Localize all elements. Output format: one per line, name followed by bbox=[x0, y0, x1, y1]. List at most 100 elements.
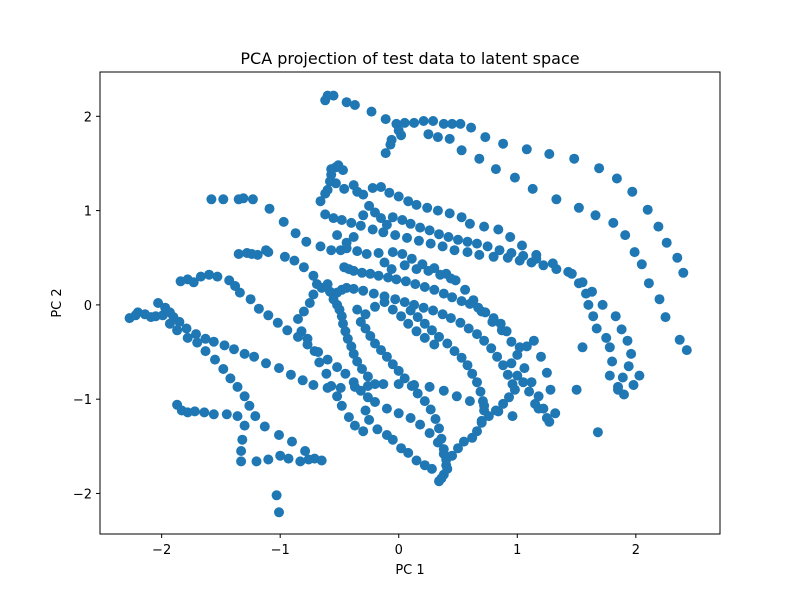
data-point bbox=[399, 260, 410, 271]
data-point bbox=[349, 420, 360, 431]
data-point bbox=[538, 260, 549, 271]
data-point bbox=[263, 310, 274, 321]
data-point bbox=[403, 318, 414, 329]
data-point bbox=[617, 372, 628, 383]
data-point bbox=[328, 213, 339, 224]
data-point bbox=[681, 345, 692, 356]
data-point bbox=[397, 215, 408, 225]
data-point bbox=[467, 432, 478, 443]
data-point bbox=[493, 224, 504, 235]
data-point bbox=[352, 356, 363, 367]
data-point bbox=[524, 386, 535, 397]
data-point bbox=[517, 240, 527, 251]
data-point bbox=[451, 391, 462, 402]
data-point bbox=[234, 287, 245, 298]
data-point bbox=[279, 251, 290, 262]
data-point bbox=[423, 265, 434, 276]
data-point bbox=[208, 409, 219, 420]
data-point bbox=[528, 335, 539, 346]
data-point bbox=[396, 443, 407, 454]
data-point bbox=[551, 194, 562, 205]
data-point bbox=[509, 172, 520, 183]
data-point bbox=[462, 247, 473, 258]
data-point bbox=[315, 241, 326, 252]
data-point bbox=[406, 381, 417, 391]
data-point bbox=[678, 267, 689, 278]
data-point bbox=[611, 173, 622, 184]
y-tick-label: −2 bbox=[73, 487, 92, 502]
data-point bbox=[592, 427, 603, 438]
data-point bbox=[569, 153, 580, 164]
data-point bbox=[449, 245, 460, 256]
data-point bbox=[387, 212, 398, 223]
data-point bbox=[411, 264, 422, 275]
data-point bbox=[252, 249, 263, 260]
data-point bbox=[364, 200, 375, 211]
data-point bbox=[447, 292, 458, 303]
data-point bbox=[453, 443, 463, 454]
x-tick-label: 2 bbox=[632, 543, 640, 558]
data-point bbox=[314, 357, 325, 368]
data-point bbox=[373, 270, 384, 281]
data-point bbox=[581, 288, 591, 299]
data-point bbox=[293, 331, 303, 342]
data-point bbox=[445, 273, 456, 284]
data-point bbox=[410, 279, 421, 290]
data-point bbox=[218, 364, 229, 374]
data-point bbox=[364, 414, 375, 425]
data-point bbox=[577, 342, 588, 353]
x-tick-label: 1 bbox=[513, 543, 521, 558]
data-point bbox=[518, 377, 529, 388]
y-tick-label: 0 bbox=[84, 299, 92, 314]
data-point bbox=[436, 433, 447, 444]
data-point bbox=[512, 370, 523, 381]
data-point bbox=[348, 265, 359, 276]
data-point bbox=[204, 269, 215, 280]
data-point bbox=[387, 304, 398, 315]
data-point bbox=[200, 346, 211, 357]
data-point bbox=[236, 446, 247, 456]
data-point bbox=[463, 323, 474, 334]
y-tick-label: 1 bbox=[84, 205, 92, 220]
data-point bbox=[285, 369, 296, 380]
data-point bbox=[456, 296, 467, 307]
data-point bbox=[372, 424, 383, 435]
data-point bbox=[300, 446, 311, 456]
data-point bbox=[386, 264, 397, 275]
data-point bbox=[249, 351, 260, 362]
data-point bbox=[498, 398, 509, 409]
data-point bbox=[236, 456, 247, 467]
data-point bbox=[188, 277, 199, 288]
data-point bbox=[393, 191, 404, 202]
data-point bbox=[467, 368, 478, 379]
data-point bbox=[302, 339, 313, 350]
data-point bbox=[253, 303, 264, 314]
data-point bbox=[430, 414, 441, 424]
data-point bbox=[419, 460, 430, 471]
data-point bbox=[419, 396, 430, 407]
data-point bbox=[550, 408, 561, 419]
data-point bbox=[245, 294, 256, 305]
data-point bbox=[449, 346, 460, 357]
data-point bbox=[378, 227, 389, 238]
data-point bbox=[338, 318, 348, 329]
data-point bbox=[531, 253, 542, 264]
data-point bbox=[352, 304, 363, 315]
data-point bbox=[360, 323, 371, 334]
data-point bbox=[627, 186, 638, 197]
data-point bbox=[338, 165, 348, 176]
data-point bbox=[620, 230, 631, 241]
data-point bbox=[385, 139, 396, 150]
data-point bbox=[551, 264, 562, 275]
data-point bbox=[357, 267, 367, 278]
data-point bbox=[208, 336, 219, 347]
data-point bbox=[376, 213, 386, 224]
data-point bbox=[432, 205, 443, 216]
data-point bbox=[453, 234, 463, 245]
data-point bbox=[674, 334, 685, 345]
data-point bbox=[418, 302, 429, 313]
data-point bbox=[348, 232, 359, 242]
data-point bbox=[475, 386, 486, 397]
data-point bbox=[358, 210, 369, 221]
data-point bbox=[340, 326, 351, 337]
